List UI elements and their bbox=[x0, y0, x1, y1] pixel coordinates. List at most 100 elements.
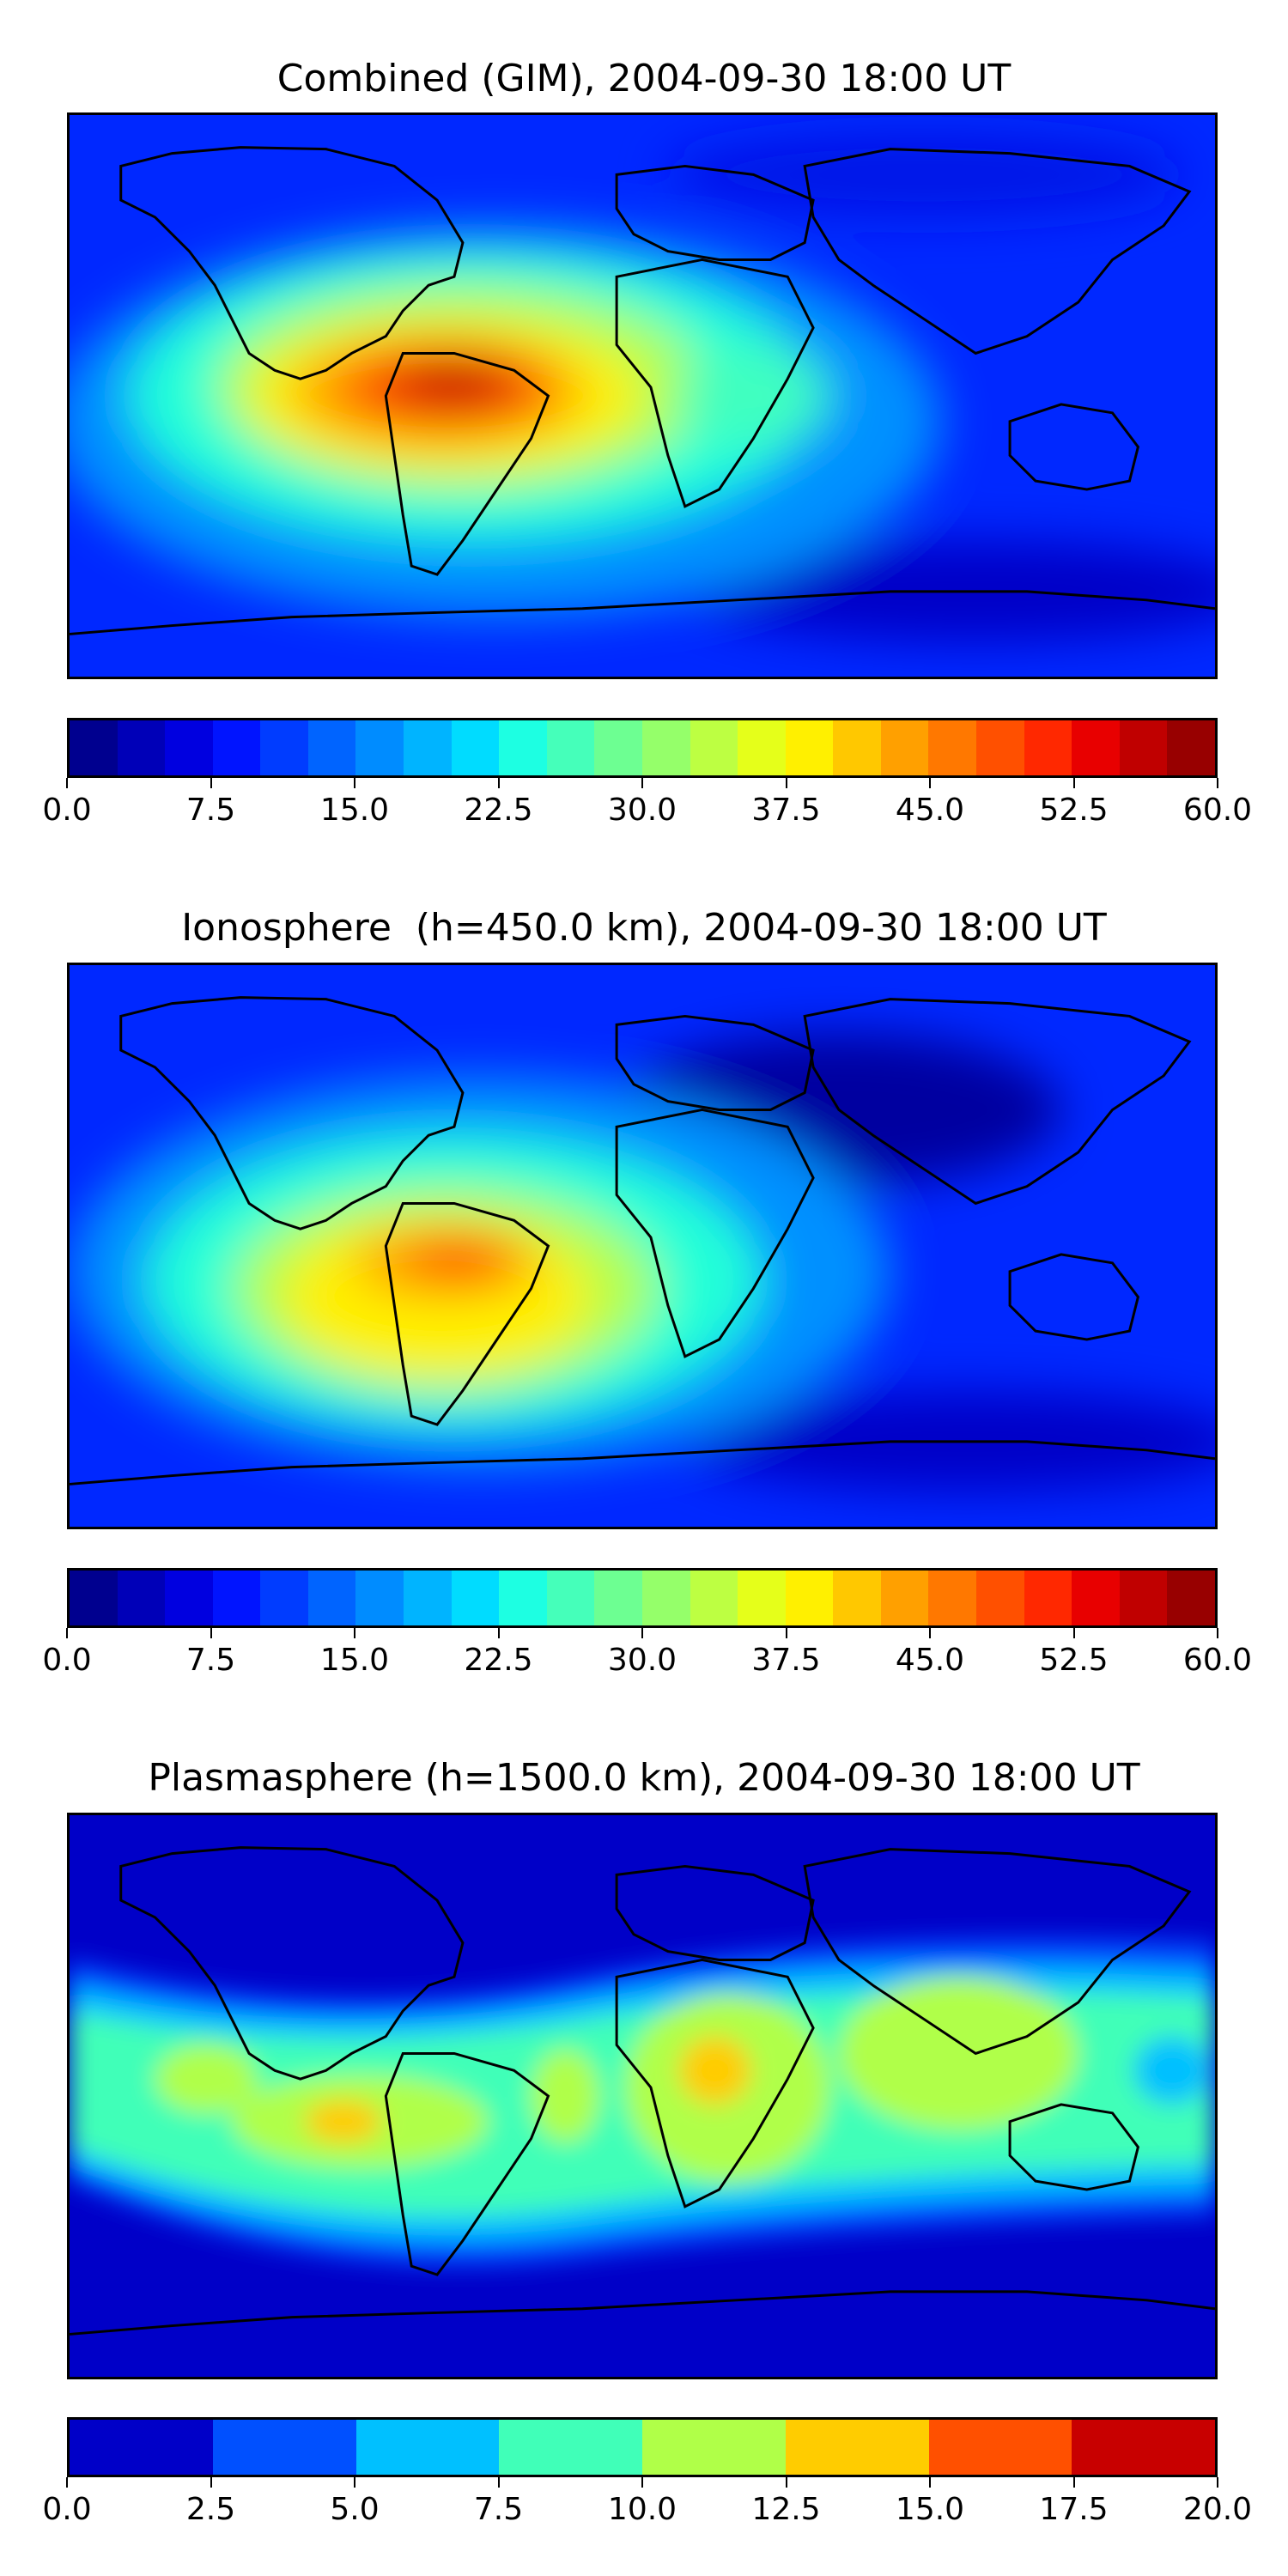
colorbar-segment bbox=[642, 2420, 786, 2475]
colorbar-tick-label: 15.0 bbox=[319, 793, 390, 828]
colorbar-segment bbox=[1072, 1571, 1120, 1625]
panel-1-title: Combined (GIM), 2004-09-30 18:00 UT bbox=[276, 57, 1012, 100]
colorbar-tick-label: 2.5 bbox=[185, 2492, 236, 2527]
colorbar-tick bbox=[354, 778, 355, 788]
colorbar-segment bbox=[70, 2420, 213, 2475]
colorbar-segment bbox=[690, 1571, 738, 1625]
colorbar-tick bbox=[66, 2477, 68, 2488]
colorbar-tick-label: 10.0 bbox=[607, 2492, 677, 2527]
colorbar-segment bbox=[594, 720, 642, 775]
colorbar-segment bbox=[738, 1571, 786, 1625]
panel-1-colorbar bbox=[67, 718, 1218, 778]
colorbar-tick bbox=[497, 2477, 500, 2488]
panel-2-colorbar-ticks: 0.0 7.5 15.0 22.5 30.0 37.5 45.0 52.5 60.0 bbox=[42, 1628, 1252, 1678]
colorbar-tick bbox=[210, 2477, 212, 2488]
colorbar-segment bbox=[785, 2420, 929, 2475]
colorbar-segment bbox=[975, 720, 1024, 775]
colorbar-tick-label: 15.0 bbox=[895, 2492, 965, 2527]
colorbar-segment bbox=[117, 1571, 166, 1625]
colorbar-tick-label: 30.0 bbox=[607, 793, 677, 828]
colorbar-segment bbox=[355, 2420, 500, 2475]
colorbar-segment bbox=[928, 720, 976, 775]
colorbar-tick-label: 22.5 bbox=[464, 1643, 533, 1678]
colorbar-segment bbox=[451, 1571, 500, 1625]
colorbar-segment bbox=[260, 720, 308, 775]
colorbar-tick bbox=[785, 2477, 787, 2488]
colorbar-tick bbox=[929, 2477, 931, 2488]
colorbar-segment bbox=[1119, 1571, 1168, 1625]
colorbar-segment bbox=[928, 2420, 1072, 2475]
colorbar-segment bbox=[928, 1571, 976, 1625]
colorbar-segment bbox=[833, 1571, 881, 1625]
colorbar-segment bbox=[546, 1571, 595, 1625]
colorbar-tick bbox=[929, 778, 931, 788]
colorbar-tick-label: 37.5 bbox=[751, 1643, 821, 1678]
colorbar-segment bbox=[165, 720, 213, 775]
colorbar-segment bbox=[1167, 720, 1215, 775]
panel-3-colorbar bbox=[67, 2417, 1218, 2477]
colorbar-tick-label: 0.0 bbox=[42, 1643, 92, 1678]
colorbar-tick-label: 0.0 bbox=[42, 793, 92, 828]
colorbar-tick-label: 52.5 bbox=[1039, 1643, 1109, 1678]
colorbar-tick-label: 60.0 bbox=[1182, 793, 1253, 828]
colorbar-segment bbox=[212, 1571, 261, 1625]
colorbar-segment bbox=[307, 1571, 356, 1625]
colorbar-tick bbox=[1217, 1628, 1218, 1638]
panel-2-map bbox=[67, 963, 1218, 1529]
colorbar-tick-label: 12.5 bbox=[751, 2492, 821, 2527]
colorbar-tick bbox=[354, 2477, 355, 2488]
coastlines bbox=[70, 146, 1215, 635]
colorbar-segment bbox=[975, 1571, 1024, 1625]
colorbar-segment bbox=[1072, 720, 1120, 775]
colorbar-tick-label: 45.0 bbox=[895, 1643, 965, 1678]
colorbar-tick bbox=[1217, 778, 1218, 788]
colorbar-segment bbox=[499, 720, 547, 775]
colorbar-tick bbox=[497, 1628, 500, 1638]
colorbar-segment bbox=[451, 720, 500, 775]
colorbar-segment bbox=[499, 1571, 547, 1625]
colorbar-tick-label: 60.0 bbox=[1182, 1643, 1253, 1678]
colorbar-tick bbox=[1072, 2477, 1075, 2488]
colorbar-tick-label: 7.5 bbox=[185, 793, 236, 828]
colorbar-tick-label: 15.0 bbox=[319, 1643, 390, 1678]
colorbar-tick-label: 7.5 bbox=[473, 2492, 524, 2527]
colorbar-segment bbox=[690, 720, 738, 775]
coastlines bbox=[70, 1846, 1215, 2336]
colorbar-tick-label: 7.5 bbox=[185, 1643, 236, 1678]
colorbar-tick bbox=[929, 1628, 931, 1638]
colorbar-segment bbox=[165, 1571, 213, 1625]
colorbar-segment bbox=[594, 1571, 642, 1625]
colorbar-tick bbox=[785, 778, 787, 788]
colorbar-segment bbox=[641, 720, 690, 775]
colorbar-tick-label: 17.5 bbox=[1039, 2492, 1109, 2527]
colorbar-tick bbox=[641, 1628, 643, 1638]
colorbar-segment bbox=[546, 720, 595, 775]
colorbar-tick-label: 22.5 bbox=[464, 793, 533, 828]
colorbar-segment bbox=[117, 720, 166, 775]
colorbar-segment bbox=[641, 1571, 690, 1625]
panel-2-colorbar bbox=[67, 1568, 1218, 1628]
colorbar-tick-label: 30.0 bbox=[607, 1643, 677, 1678]
colorbar-segment bbox=[212, 720, 261, 775]
colorbar-segment bbox=[833, 720, 881, 775]
colorbar-segment bbox=[738, 720, 786, 775]
colorbar-tick bbox=[210, 1628, 212, 1638]
colorbar-tick bbox=[1072, 1628, 1075, 1638]
colorbar-tick bbox=[66, 778, 68, 788]
panel-1-map bbox=[67, 112, 1218, 679]
colorbar-tick-label: 5.0 bbox=[330, 2492, 380, 2527]
colorbar-segment bbox=[1167, 1571, 1215, 1625]
colorbar-tick bbox=[1072, 778, 1075, 788]
panel-3-title: Plasmasphere (h=1500.0 km), 2004-09-30 1… bbox=[148, 1756, 1140, 1800]
coastlines bbox=[70, 996, 1215, 1485]
colorbar-segment bbox=[307, 720, 356, 775]
panel-3-colorbar-ticks: 0.0 2.5 5.0 7.5 10.0 12.5 15.0 17.5 20.0 bbox=[42, 2477, 1252, 2527]
colorbar-segment bbox=[880, 720, 929, 775]
colorbar-segment bbox=[404, 1571, 452, 1625]
colorbar-tick-label: 20.0 bbox=[1182, 2492, 1253, 2527]
colorbar-segment bbox=[212, 2420, 356, 2475]
colorbar-tick-label: 52.5 bbox=[1039, 793, 1109, 828]
colorbar-segment bbox=[1024, 720, 1072, 775]
colorbar-tick bbox=[641, 778, 643, 788]
colorbar-segment bbox=[404, 720, 452, 775]
